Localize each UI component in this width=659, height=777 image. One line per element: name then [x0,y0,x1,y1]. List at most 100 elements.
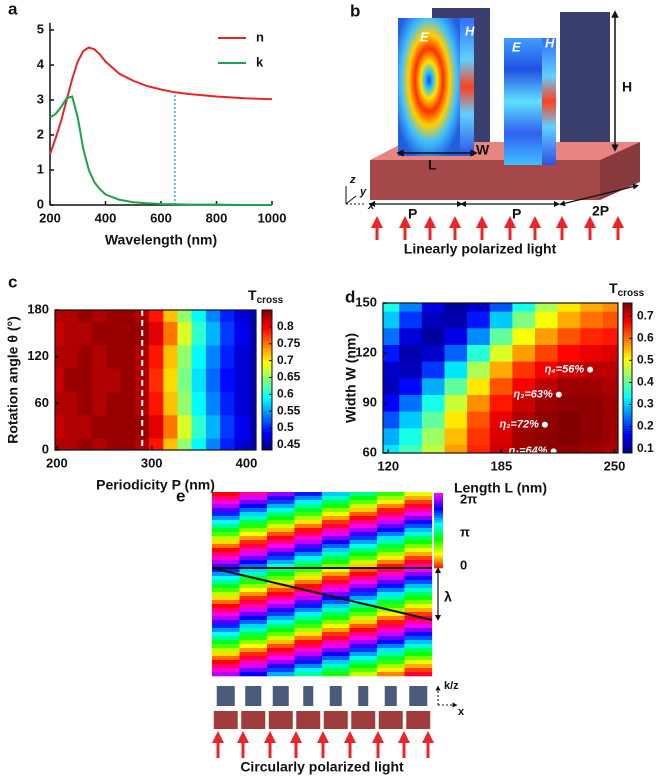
colorbar-step [262,396,272,400]
heatmap-cell [399,411,423,429]
phase-strip [212,544,240,549]
phase-strip [322,668,350,673]
phase-strip [322,504,350,509]
phase-strip [322,576,350,581]
phase-strip [239,572,268,577]
phase-strip [267,640,295,645]
phase-strip [322,564,350,569]
phase-strip [404,508,433,513]
colorbar-frame [261,309,273,451]
colorbar-step [623,348,632,351]
colorbar-step [262,403,272,407]
phase-strip [377,532,405,537]
heatmap-cell [177,438,193,451]
phase-strip [239,552,268,557]
phase-strip [267,668,295,673]
phase-strip [377,520,405,525]
colorbar-step [434,523,443,526]
heatmap-cell [106,414,122,439]
heatmap-cell [205,391,221,416]
colorbar-step [262,342,272,346]
heatmap-cell [580,394,604,412]
phase-strip [267,500,295,505]
heatmap-cell [399,444,423,454]
colorbar-step [262,410,272,414]
phase-strip [377,668,405,673]
phase-strip [212,528,240,533]
colorbar-step [623,403,632,406]
wavefront [211,567,433,621]
phase-strip [349,544,378,549]
phase-strip [322,588,350,593]
colorbar-step [434,543,443,546]
heatmap-cell [557,411,581,429]
phase-strip [267,576,295,581]
colorbar-step [623,370,632,374]
y-tick-label: 180 [27,301,49,316]
phase-strip [267,664,295,669]
phase-strip [267,588,295,593]
colorbar-step [262,361,272,365]
panel-letter: a [8,0,18,18]
colorbar-step [623,303,632,306]
x-tick-label: 400 [236,455,258,470]
phase-strip [404,652,433,657]
heatmap-cell [444,361,468,379]
phase-strip [212,644,240,649]
phase-strip [322,584,350,589]
phase-strip [267,512,295,517]
phase-strip [239,556,268,561]
phase-strip [349,620,378,625]
phase-strip [239,560,268,565]
colorbar-step [623,438,632,441]
phase-strip [267,524,295,529]
wavelength-label: λ [444,589,452,605]
phase-strip [377,620,405,625]
phase-strip [322,512,350,517]
phase-strip [377,628,405,633]
phase-strip [404,548,433,553]
colorbar-step [623,318,632,321]
phase-strip [404,580,433,585]
y-tick-label: 150 [355,294,377,309]
heatmap-cell [63,368,79,392]
heatmap-cell [535,302,559,312]
colorbar-step [434,533,443,536]
heatmap-cell [149,391,164,416]
phase-strip [322,520,350,525]
phase-strip [267,592,295,597]
colorbar-step [623,428,632,431]
phase-strip [349,608,378,613]
heatmap-cell [63,309,79,322]
heatmap-cell [421,361,446,379]
colorbar-step [434,503,443,506]
heatmap-cell [163,414,179,439]
y-tick-label: 90 [363,394,377,409]
x-tick-label: 400 [95,210,117,225]
heatmap-cell [149,414,164,439]
phase-strip [377,560,405,565]
phase-strip [322,560,350,565]
phase-strip [212,592,240,597]
colorbar-step [262,412,272,416]
phase-strip [404,532,433,537]
phase-strip [377,504,405,509]
phase-strip [239,628,268,633]
heatmap-cell [602,411,619,429]
colorbar-step [434,525,443,529]
phase-strip [349,628,378,633]
phase-strip [322,660,350,665]
phase-strip [212,612,240,617]
colorbar-step [262,419,272,423]
phase-strip [212,496,240,501]
heatmap-cell [163,391,179,416]
phase-strip [267,536,295,541]
phase-strip [377,580,405,585]
heatmap-cell [467,361,491,379]
phase-strip [377,516,405,521]
heatmap-cell [580,444,604,454]
phase-strip [239,624,268,629]
colorbar-step [434,545,443,549]
phase-strip [212,636,240,641]
phase-strip [212,624,240,629]
